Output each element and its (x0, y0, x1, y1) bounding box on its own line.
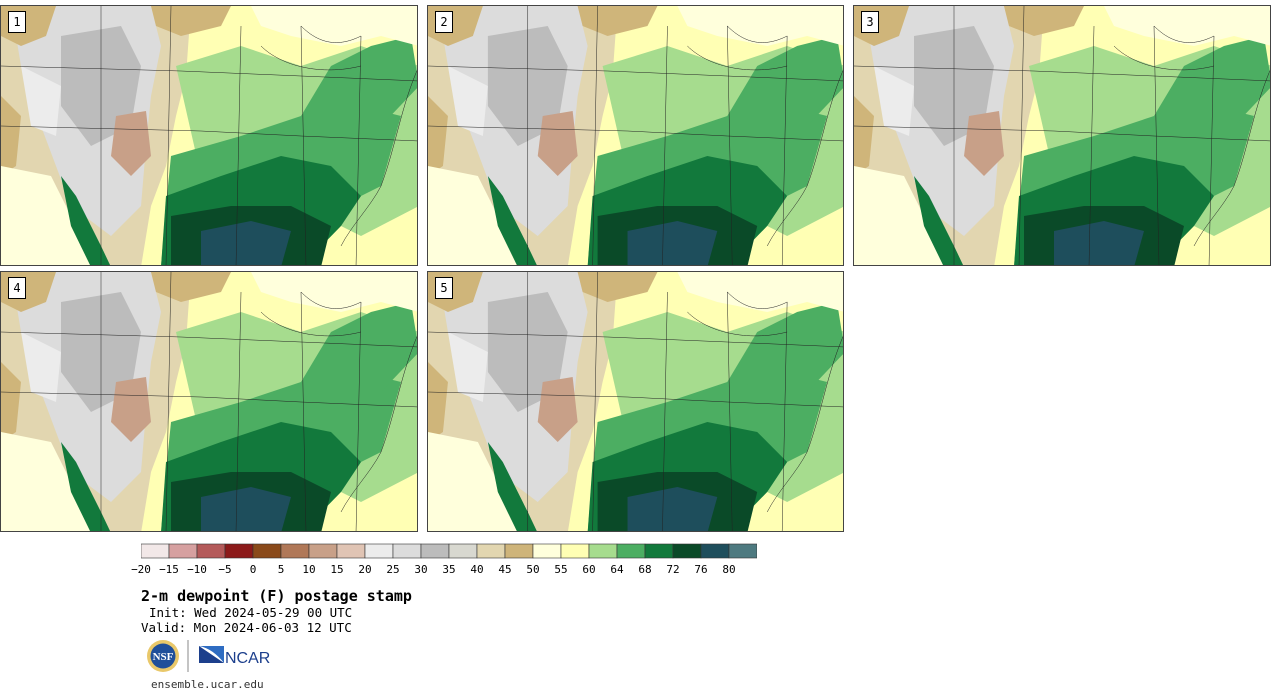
member-label: 2 (435, 11, 453, 33)
colorbar-swatch (141, 543, 170, 559)
dewpoint-map-2 (428, 6, 843, 265)
colorbar-swatch (420, 543, 450, 559)
stamp-panel-3: 3 (853, 5, 1271, 266)
colorbar-tick-label: 0 (249, 563, 257, 576)
colorbar-swatch (252, 543, 282, 559)
colorbar-tick-label: 20 (358, 563, 372, 576)
colorbar-tick-label: 68 (638, 563, 652, 576)
colorbar-tick-label: 55 (554, 563, 568, 576)
colorbar-swatch (224, 543, 254, 559)
colorbar-swatch (392, 543, 422, 559)
colorbar-tick-label: −15 (159, 563, 179, 576)
colorbar-tick-label: 76 (694, 563, 708, 576)
colorbar-tick-label: −20 (131, 563, 151, 576)
colorbar-swatch (616, 543, 646, 559)
colorbar-tick-label: 64 (610, 563, 624, 576)
stamp-panel-4: 4 (0, 271, 418, 532)
dewpoint-map-4 (1, 272, 417, 531)
colorbar (141, 543, 757, 559)
colorbar-swatch (448, 543, 478, 559)
dewpoint-map-5 (428, 272, 843, 531)
colorbar-tick-label: 80 (722, 563, 736, 576)
colorbar-swatch (336, 543, 366, 559)
colorbar-tick-label: −5 (218, 563, 232, 576)
stamp-panel-5: 5 (427, 271, 844, 532)
dewpoint-map-1 (1, 6, 417, 265)
colorbar-swatch (476, 543, 506, 559)
colorbar-tick-label: 40 (470, 563, 484, 576)
colorbar-swatch (532, 543, 562, 559)
dewpoint-map-3 (854, 6, 1270, 265)
colorbar-swatch (728, 543, 757, 559)
colorbar-tick-label: 45 (498, 563, 512, 576)
chart-title: 2-m dewpoint (F) postage stamp (141, 587, 412, 605)
colorbar-tick-label: 50 (526, 563, 540, 576)
colorbar-tick-label: 5 (277, 563, 285, 576)
colorbar-tick-label: 10 (302, 563, 316, 576)
colorbar-swatch (280, 543, 310, 559)
member-label: 4 (8, 277, 26, 299)
member-label: 1 (8, 11, 26, 33)
colorbar-swatch (672, 543, 702, 559)
member-label: 5 (435, 277, 453, 299)
nsf-logo-text: NSF (153, 651, 174, 663)
logos: NSF NCAR (147, 640, 270, 672)
valid-time: Valid: Mon 2024-06-03 12 UTC (141, 620, 352, 635)
colorbar-tick-label: 30 (414, 563, 428, 576)
colorbar-tick-label: 35 (442, 563, 456, 576)
colorbar-swatch (308, 543, 338, 559)
member-label: 3 (861, 11, 879, 33)
ncar-logo-text: NCAR (225, 650, 270, 667)
stamp-panel-2: 2 (427, 5, 844, 266)
colorbar-tick-label: −10 (187, 563, 207, 576)
colorbar-swatch (700, 543, 730, 559)
nsf-logo[interactable]: NSF (147, 640, 179, 672)
colorbar-swatch (588, 543, 618, 559)
colorbar-swatch (364, 543, 394, 559)
init-time: Init: Wed 2024-05-29 00 UTC (149, 605, 353, 620)
colorbar-swatch (196, 543, 226, 559)
colorbar-tick-label: 60 (582, 563, 596, 576)
colorbar-tick-label: 25 (386, 563, 400, 576)
colorbar-swatch (560, 543, 590, 559)
ncar-logo[interactable]: NCAR (199, 646, 270, 667)
site-url[interactable]: ensemble.ucar.edu (151, 678, 264, 691)
colorbar-tick-label: 72 (666, 563, 680, 576)
colorbar-swatch (504, 543, 534, 559)
colorbar-swatch (644, 543, 674, 559)
stamp-panel-1: 1 (0, 5, 418, 266)
colorbar-swatch (168, 543, 198, 559)
colorbar-tick-label: 15 (330, 563, 344, 576)
